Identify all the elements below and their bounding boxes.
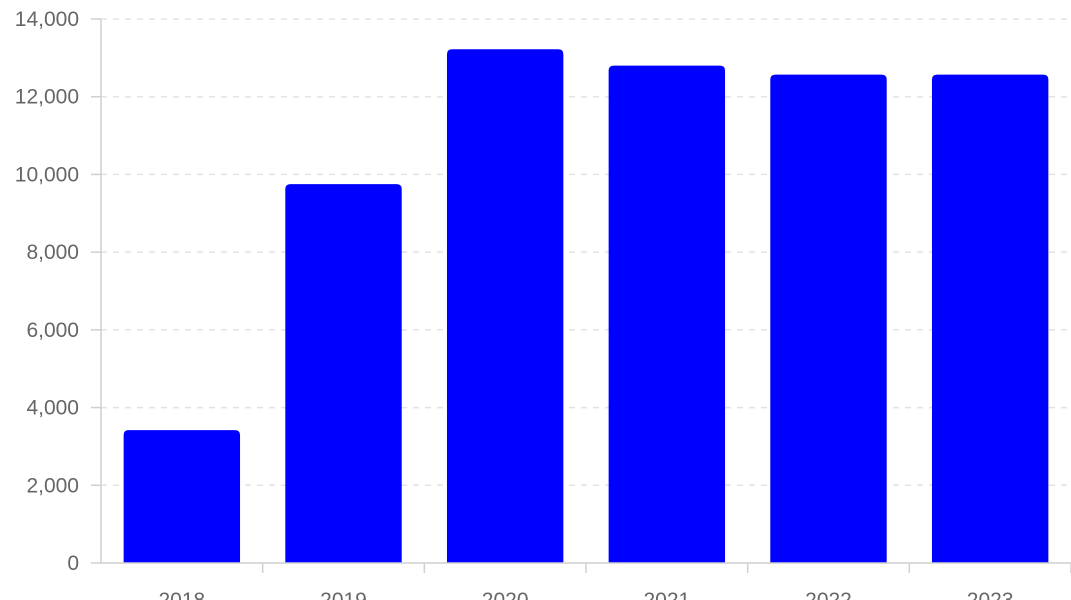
y-tick-label: 4,000 [26,397,79,420]
bar-2020 [446,49,564,563]
y-tick-label: 6,000 [26,319,79,342]
y-tick-label: 12,000 [15,86,79,109]
axes [100,19,1071,564]
y-tick-label: 2,000 [26,474,79,497]
bar-2023 [931,74,1049,564]
bar-2022 [770,74,887,564]
bars [123,49,1049,564]
x-tick-label: 2023 [967,589,1014,600]
y-tick-label: 14,000 [15,8,79,31]
x-tick-labels: 2018 2019 2020 2021 2022 2023 [158,563,1071,600]
x-tick-label: 2019 [320,589,367,600]
y-tick-label: 0 [67,552,79,575]
y-tick-label: 8,000 [26,241,79,264]
x-tick-label: 2018 [158,589,205,600]
x-tick-label: 2022 [805,589,852,600]
y-tick-labels: 0 2,000 4,000 6,000 8,000 10,000 12,000 14,000 [15,8,79,575]
x-tick-label: 2020 [482,589,529,600]
bar-2021 [608,65,726,563]
bar-2019 [285,184,402,563]
y-tick-label: 10,000 [15,163,79,186]
grid-lines [91,18,1071,564]
x-tick-label: 2021 [643,589,690,600]
bar-2018 [123,430,241,563]
